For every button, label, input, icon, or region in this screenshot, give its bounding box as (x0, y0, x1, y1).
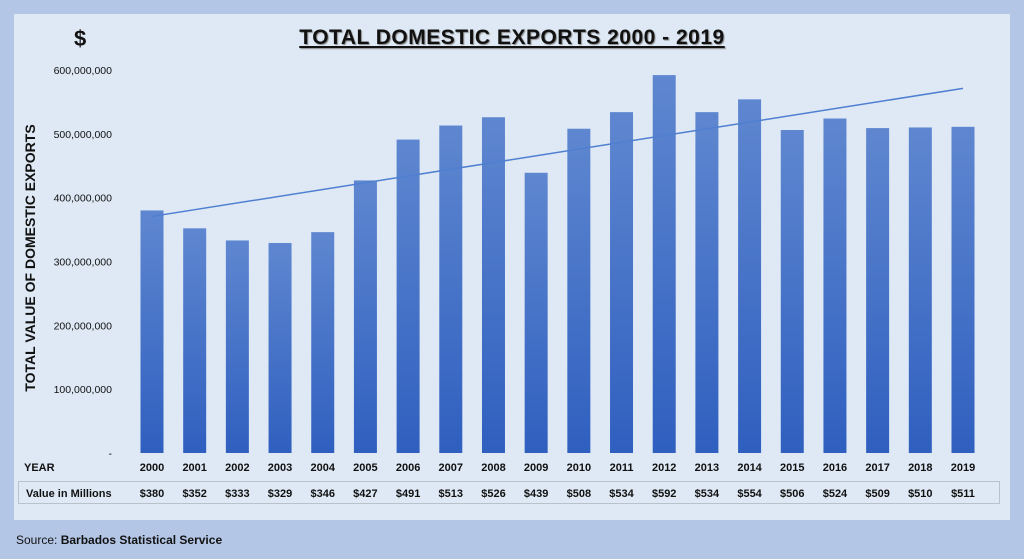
bar-2002 (225, 240, 249, 453)
table-value: $511 (951, 488, 975, 500)
chart-title: TOTAL DOMESTIC EXPORTS 2000 - 2019 (299, 26, 725, 49)
y-tick-label: 100,000,000 (54, 384, 113, 396)
bar-2010 (567, 128, 591, 453)
bar-2014 (738, 99, 762, 453)
y-tick-label: 500,000,000 (54, 129, 113, 141)
table-row-label: Value in Millions (26, 488, 112, 500)
value-table-row (18, 481, 1000, 504)
bar-2004 (311, 232, 335, 453)
table-value: $534 (695, 488, 720, 500)
x-tick-label: 2014 (737, 462, 762, 474)
bar-2019 (951, 126, 975, 453)
x-tick-label: 2017 (865, 462, 889, 474)
table-value: $554 (737, 488, 762, 500)
table-value: $491 (396, 488, 420, 500)
bar-2007 (439, 125, 463, 453)
bar-2000 (140, 210, 164, 453)
x-tick-label: 2009 (524, 462, 548, 474)
bar-2005 (353, 180, 377, 453)
table-value: $427 (353, 488, 377, 500)
x-axis-label: YEAR (24, 462, 55, 474)
x-tick-label: 2019 (951, 462, 975, 474)
y-tick-label: 200,000,000 (54, 320, 113, 332)
table-value: $329 (268, 488, 292, 500)
table-value: $524 (823, 488, 848, 500)
y-tick-label: 300,000,000 (54, 257, 113, 269)
y-tick-label: - (109, 448, 113, 460)
bar-2018 (908, 127, 932, 453)
x-tick-label: 2002 (225, 462, 249, 474)
table-value: $509 (865, 488, 889, 500)
x-tick-label: 2012 (652, 462, 676, 474)
source-note: Source: Barbados Statistical Service (16, 533, 222, 547)
y-tick-label: 600,000,000 (54, 65, 113, 77)
x-tick-label: 2003 (268, 462, 292, 474)
x-tick-label: 2006 (396, 462, 420, 474)
table-value: $506 (780, 488, 804, 500)
table-value: $333 (225, 488, 249, 500)
x-tick-label: 2016 (823, 462, 847, 474)
x-tick-label: 2008 (481, 462, 505, 474)
y-tick-label: 400,000,000 (54, 193, 113, 205)
table-value: $534 (609, 488, 634, 500)
x-tick-label: 2000 (140, 462, 164, 474)
bar-2012 (652, 75, 676, 454)
bar-2009 (524, 172, 548, 453)
table-value: $352 (182, 488, 206, 500)
bar-2006 (396, 139, 420, 453)
bar-2008 (481, 117, 505, 453)
source-label: Source: (16, 533, 58, 547)
bar-2001 (183, 228, 207, 453)
x-tick-label: 2013 (695, 462, 719, 474)
x-tick-label: 2007 (439, 462, 463, 474)
bar-2017 (866, 128, 890, 454)
table-value: $592 (652, 488, 676, 500)
trend-line (151, 87, 964, 218)
table-value: $439 (524, 488, 548, 500)
x-tick-label: 2010 (567, 462, 591, 474)
x-tick-label: 2018 (908, 462, 932, 474)
bar-2011 (610, 112, 634, 453)
bar-2003 (268, 242, 292, 453)
bar-2015 (780, 130, 804, 453)
table-value: $380 (140, 488, 164, 500)
x-tick-label: 2005 (353, 462, 377, 474)
table-value: $526 (481, 488, 505, 500)
x-tick-label: 2011 (610, 462, 634, 474)
x-tick-label: 2015 (780, 462, 804, 474)
currency-label: $ (74, 26, 87, 51)
x-tick-label: 2004 (310, 462, 335, 474)
bar-2013 (695, 112, 719, 453)
source-name: Barbados Statistical Service (60, 533, 223, 547)
table-value: $510 (908, 488, 932, 500)
table-value: $513 (439, 488, 463, 500)
bar-2016 (823, 118, 847, 453)
table-value: $346 (310, 488, 334, 500)
table-value: $508 (567, 488, 591, 500)
x-tick-label: 2001 (182, 462, 206, 474)
